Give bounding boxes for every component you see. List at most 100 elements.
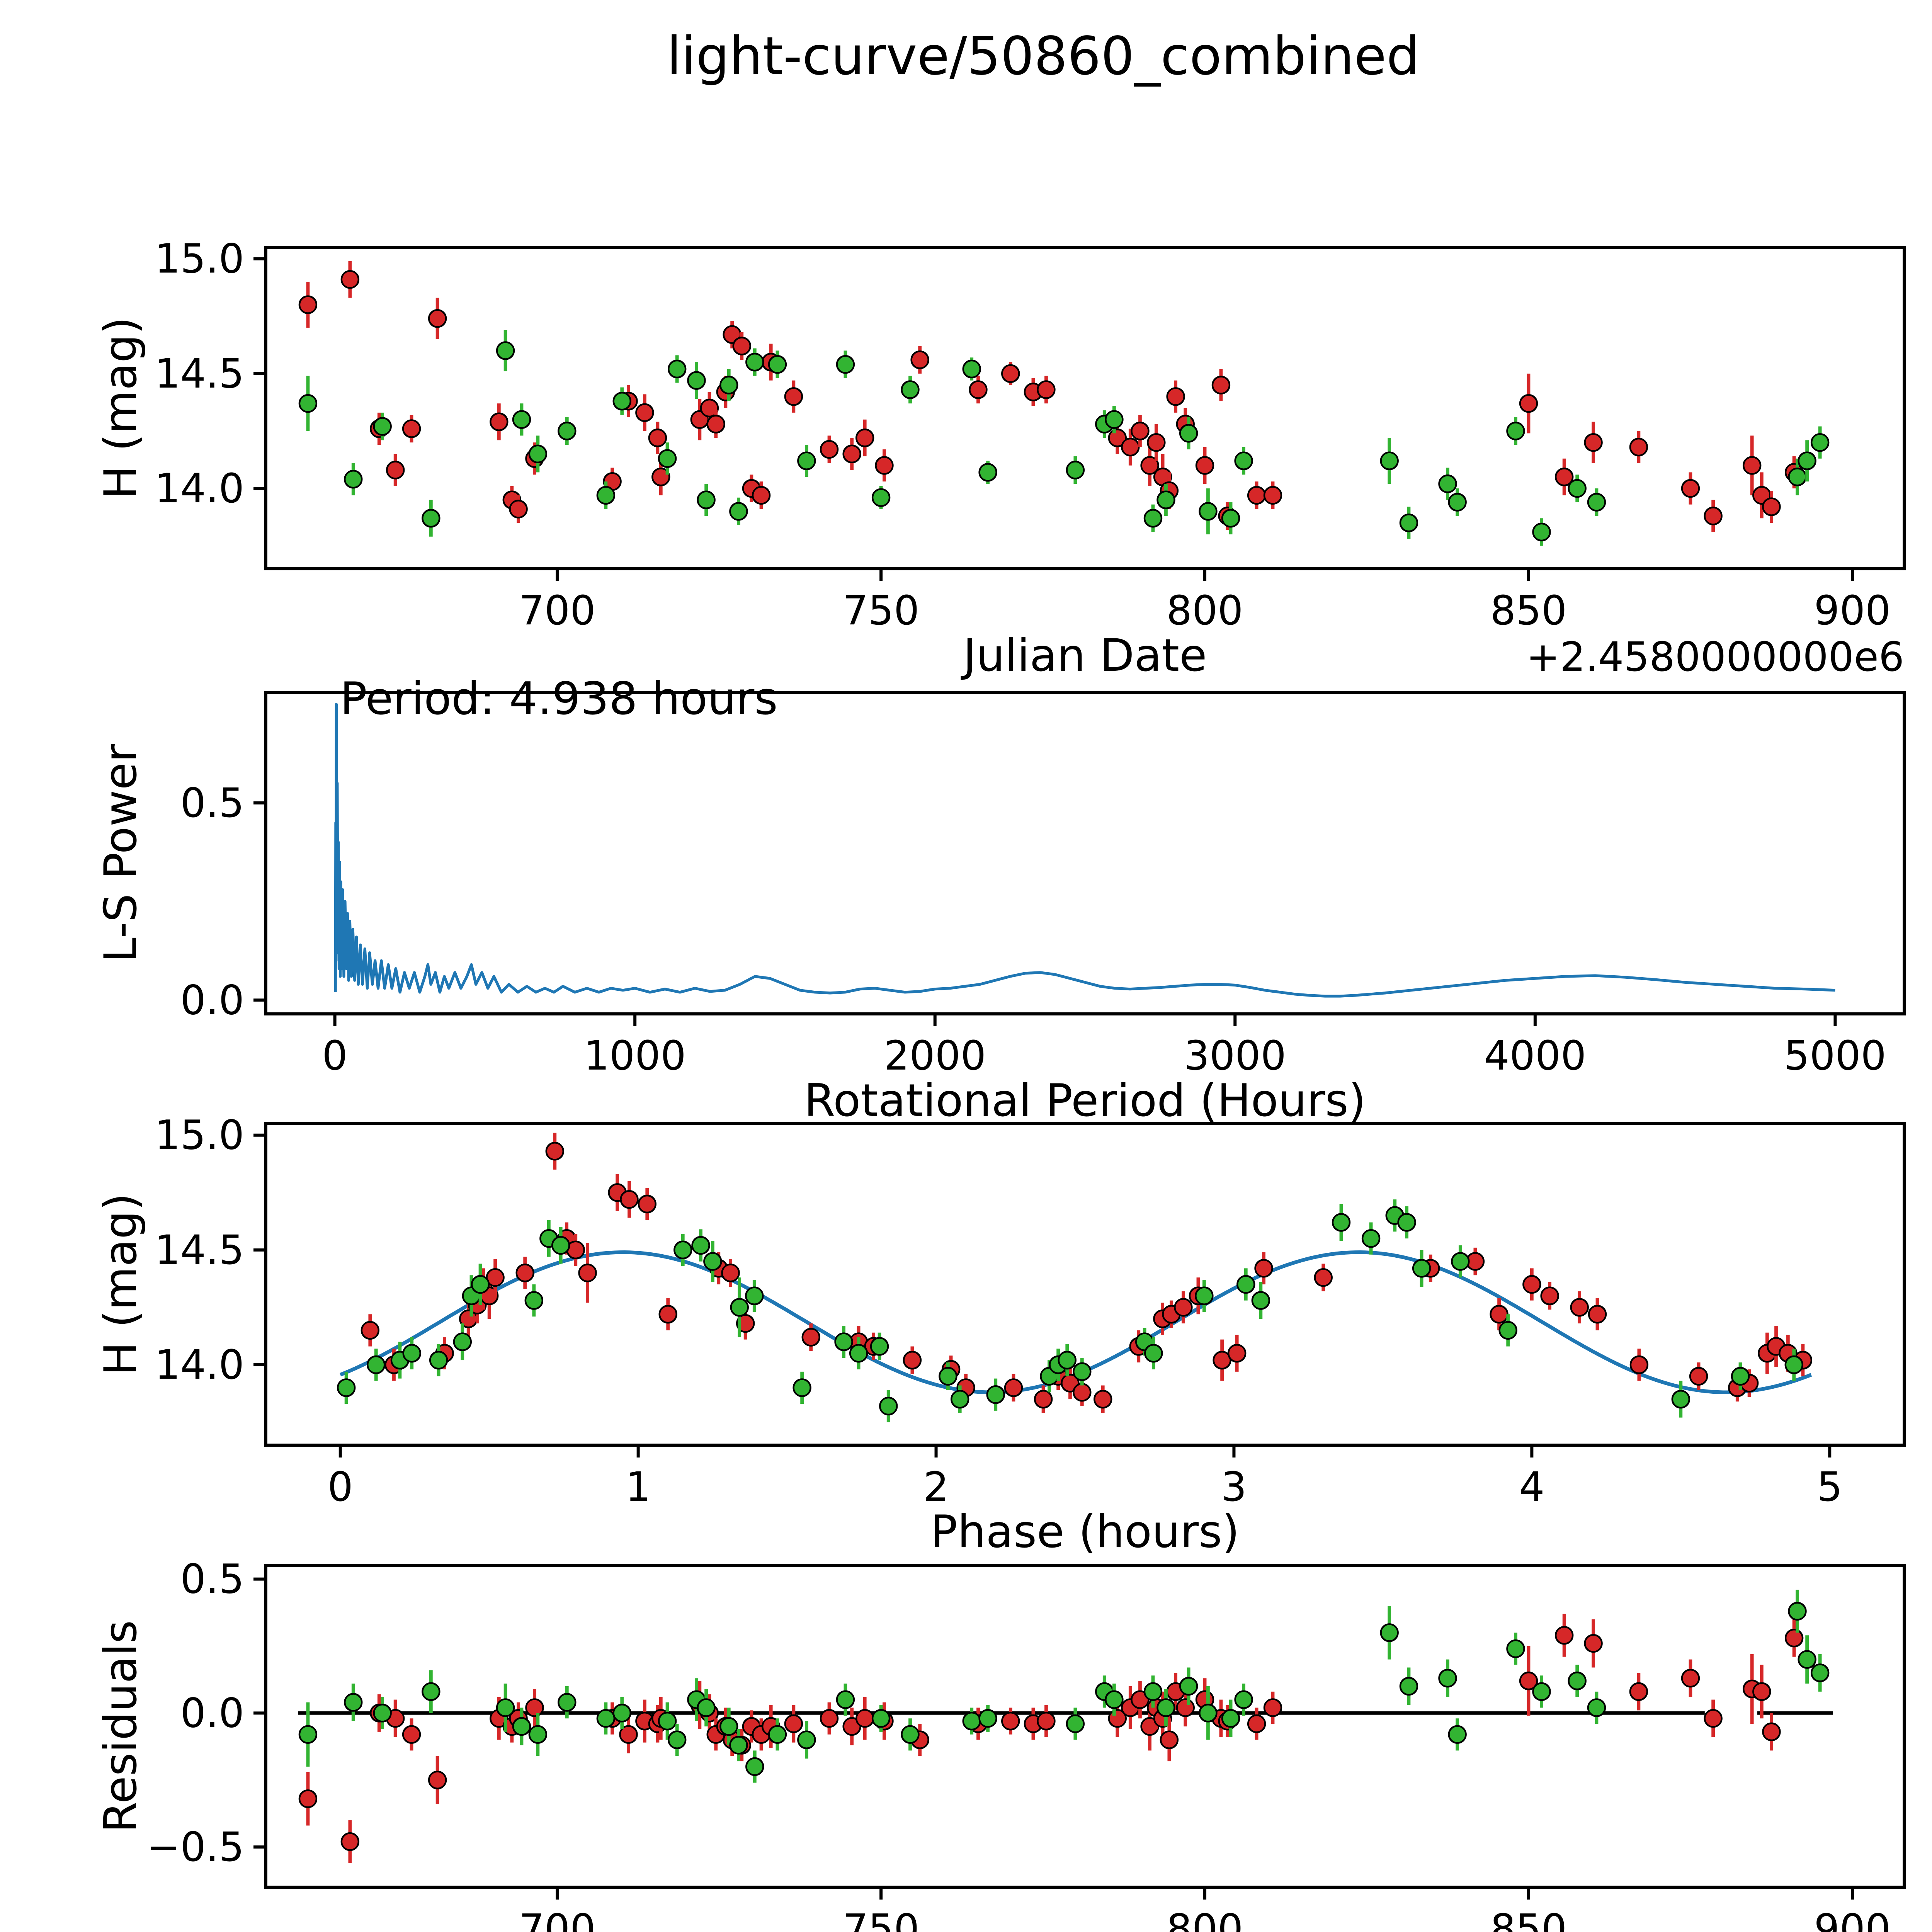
- data-point-red: [486, 1268, 505, 1287]
- data-point-green: [1143, 1682, 1163, 1701]
- data-point-red: [1037, 380, 1056, 399]
- data-point-green: [962, 359, 981, 379]
- data-point-red: [658, 1305, 677, 1324]
- data-point-red: [490, 412, 509, 431]
- panel1-x-offset-text: +2.4580000000e6: [1526, 633, 1904, 680]
- data-point-red: [1131, 422, 1150, 440]
- data-point-red: [1522, 1275, 1541, 1294]
- data-point-red: [1314, 1268, 1333, 1287]
- data-point-green: [719, 1717, 738, 1736]
- data-point-green: [528, 1725, 548, 1744]
- data-point-green: [691, 1236, 710, 1255]
- series-ls-power: [334, 703, 1835, 998]
- data-point-red: [969, 380, 988, 399]
- data-point-green: [402, 1344, 421, 1363]
- data-point-green: [337, 1378, 356, 1397]
- y-tick-label: 0.0: [180, 1689, 244, 1736]
- x-tick-label: 3: [1221, 1463, 1247, 1510]
- data-point-green: [836, 355, 855, 374]
- data-point-green: [901, 380, 920, 399]
- x-tick-label: 0: [322, 1032, 348, 1079]
- data-point-green: [1798, 451, 1816, 470]
- data-point-red: [855, 1709, 874, 1728]
- plot-area: [334, 703, 1835, 998]
- data-point-red: [1121, 437, 1140, 457]
- series-filter-green: [337, 1199, 1803, 1422]
- data-point-red: [1784, 1629, 1804, 1648]
- data-point-green: [373, 1704, 392, 1723]
- data-point-red: [784, 1714, 803, 1733]
- y-tick-label: 14.5: [155, 1226, 244, 1274]
- data-point-red: [386, 461, 405, 480]
- data-point-green: [558, 1693, 577, 1712]
- data-point-red: [361, 1321, 380, 1340]
- x-tick-label: 1000: [584, 1032, 686, 1079]
- data-point-green: [1784, 1355, 1803, 1374]
- data-point-green: [512, 410, 531, 429]
- data-point-green: [1332, 1213, 1351, 1232]
- data-point-green: [496, 341, 515, 360]
- data-point-green: [1179, 1677, 1198, 1696]
- data-point-green: [1399, 1677, 1418, 1696]
- data-point-green: [745, 352, 764, 372]
- data-point-green: [1251, 1291, 1270, 1310]
- data-point-red: [1742, 456, 1762, 475]
- data-point-red: [1762, 1722, 1781, 1742]
- series-filter-green: [298, 330, 1830, 546]
- x-tick-label: 900: [1814, 587, 1891, 634]
- data-point-green: [422, 509, 440, 528]
- data-point-green: [1199, 1704, 1218, 1723]
- data-point-red: [1108, 429, 1127, 447]
- data-point-green: [1671, 1389, 1690, 1409]
- data-point-red: [903, 1350, 922, 1370]
- data-point-green: [1498, 1321, 1517, 1340]
- data-point-green: [1221, 1709, 1240, 1728]
- series-filter-red: [298, 1614, 1804, 1863]
- data-point-red: [875, 456, 894, 475]
- data-point-red: [620, 1190, 639, 1209]
- data-point-green: [1380, 451, 1399, 470]
- x-tick-label: 5000: [1784, 1032, 1886, 1079]
- data-point-green: [596, 486, 616, 505]
- data-point-red: [1140, 456, 1159, 475]
- data-point-red: [1227, 1344, 1247, 1363]
- data-point-green: [1506, 1639, 1525, 1658]
- data-point-green: [667, 359, 687, 379]
- data-point-red: [638, 1194, 656, 1214]
- data-point-green: [658, 449, 677, 468]
- data-point-green: [344, 1693, 363, 1712]
- x-tick-label: 0: [328, 1463, 353, 1510]
- data-point-green: [524, 1291, 544, 1310]
- data-point-red: [1629, 1682, 1648, 1701]
- data-point-green: [1506, 422, 1525, 440]
- data-point-red: [1629, 437, 1648, 457]
- data-point-red: [1681, 479, 1700, 498]
- data-point-green: [1798, 1650, 1816, 1669]
- data-point-green: [962, 1711, 981, 1731]
- data-point-green: [667, 1730, 687, 1749]
- data-point-green: [1438, 474, 1457, 493]
- data-point-green: [344, 470, 363, 489]
- panels-container: 700 750 800 850 900 14.0 14.5 15.0 0 1000 2000 3000…: [146, 235, 1906, 1932]
- panel1-ylabel: H (mag): [95, 317, 147, 499]
- data-point-red: [1540, 1286, 1559, 1305]
- data-point-green: [719, 376, 738, 395]
- data-point-green: [1156, 1698, 1175, 1717]
- data-point-green: [373, 417, 392, 436]
- data-point-red: [1570, 1298, 1589, 1317]
- data-point-green: [612, 1704, 631, 1723]
- panel1-xlabel: Julian Date: [961, 629, 1207, 682]
- data-point-green: [879, 1396, 898, 1416]
- data-point-green: [528, 444, 548, 464]
- data-point-red: [428, 309, 447, 328]
- figure-title: light-curve/50860_combined: [667, 26, 1420, 87]
- data-point-red: [721, 1264, 740, 1282]
- x-tick-label: 3000: [1184, 1032, 1286, 1079]
- data-point-green: [1380, 1623, 1399, 1642]
- data-point-green: [673, 1240, 692, 1260]
- data-point-green: [1731, 1367, 1750, 1386]
- data-point-green: [703, 1252, 722, 1271]
- panel-3-phased-lightcurve: 0 1 2 3 4 5 14.0 14.5 15.0: [155, 1112, 1906, 1510]
- data-point-green: [1587, 493, 1606, 512]
